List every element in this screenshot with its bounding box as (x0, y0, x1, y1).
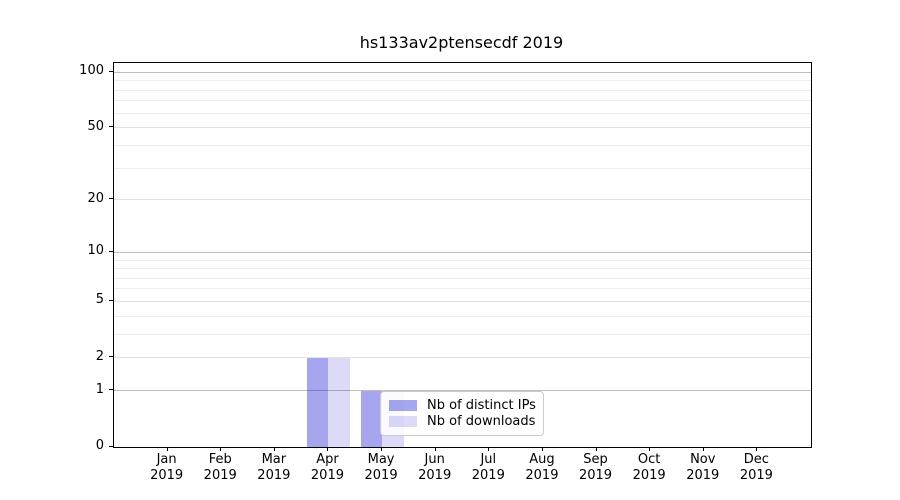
x-tick-mark (649, 447, 651, 451)
y-tick-mark (109, 126, 113, 128)
gridline-labeled (114, 357, 811, 359)
y-axis-tick-label: 10 (87, 243, 104, 259)
gridline-minor (114, 80, 811, 82)
x-tick-month: Jun (424, 452, 445, 467)
x-tick-mark (434, 447, 436, 451)
legend-entry-downloads: Nb of downloads (389, 414, 535, 429)
y-tick-mark (109, 299, 113, 301)
y-tick-mark (109, 445, 113, 447)
x-tick-month: Aug (529, 452, 555, 467)
x-axis-tick-label: Mar 2019 (246, 452, 302, 484)
x-axis-tick-label: Oct 2019 (621, 452, 677, 484)
x-axis-tick-label: Dec 2019 (728, 452, 784, 484)
y-axis-tick-label: 50 (87, 118, 104, 134)
x-axis-tick-label: Jun 2019 (407, 452, 463, 484)
y-axis-tick-label: 20 (87, 190, 104, 206)
x-axis-tick-label: Jan 2019 (139, 452, 195, 484)
x-axis-tick-label: Aug 2019 (514, 452, 570, 484)
chart-title: hs133av2ptensecdf 2019 (359, 33, 564, 52)
legend-swatch-downloads (389, 416, 417, 428)
x-tick-mark (327, 447, 329, 451)
gridline-major (114, 390, 811, 392)
gridline-labeled (114, 199, 811, 201)
x-tick-year: 2019 (739, 468, 773, 483)
x-tick-year: 2019 (203, 468, 237, 483)
bar-downloads-apr (328, 357, 350, 447)
gridline-major (114, 71, 811, 73)
x-tick-year: 2019 (471, 468, 505, 483)
x-axis-tick-label: Sep 2019 (568, 452, 624, 484)
x-axis-tick-label: Feb 2019 (192, 452, 248, 484)
x-tick-year: 2019 (632, 468, 666, 483)
x-tick-mark (541, 447, 543, 451)
x-tick-month: Oct (637, 452, 661, 467)
y-tick-mark (109, 70, 113, 72)
gridline-minor (114, 277, 811, 279)
legend: Nb of distinct IPs Nb of downloads (380, 391, 544, 436)
x-tick-mark (273, 447, 275, 451)
y-axis-tick-label: 2 (95, 348, 104, 364)
legend-label-downloads: Nb of downloads (427, 414, 536, 430)
x-tick-month: Nov (690, 452, 716, 467)
x-tick-month: Sep (583, 452, 608, 467)
x-tick-mark (702, 447, 704, 451)
y-tick-mark (109, 198, 113, 200)
y-tick-mark (109, 389, 113, 391)
gridline-labeled (114, 127, 811, 129)
gridline-minor (114, 333, 811, 335)
x-tick-month: Apr (316, 452, 339, 467)
x-axis-tick-label: May 2019 (353, 452, 409, 484)
x-tick-year: 2019 (578, 468, 613, 483)
x-tick-year: 2019 (257, 468, 291, 483)
gridline-minor (114, 259, 811, 261)
x-tick-month: Feb (208, 452, 232, 467)
x-tick-mark (488, 447, 490, 451)
gridline-major (114, 251, 811, 253)
x-tick-mark (756, 447, 758, 451)
x-tick-year: 2019 (525, 468, 559, 483)
x-tick-year: 2019 (686, 468, 720, 483)
x-axis-tick-label: Apr 2019 (299, 452, 355, 484)
gridline-minor (114, 288, 811, 290)
legend-swatch-distinct-ips (389, 399, 417, 411)
gridline-minor (114, 167, 811, 169)
y-axis-tick-label: 1 (95, 381, 104, 397)
x-tick-year: 2019 (310, 468, 344, 483)
x-axis-tick-label: Nov 2019 (675, 452, 731, 484)
y-axis-tick-label: 100 (79, 63, 104, 79)
gridline-minor (114, 315, 811, 317)
x-tick-month: Jul (480, 452, 497, 467)
x-tick-month: May (367, 452, 395, 467)
x-tick-month: Mar (261, 452, 287, 467)
x-axis-tick-label: Jul 2019 (460, 452, 516, 484)
y-tick-mark (109, 356, 113, 358)
x-tick-mark (166, 447, 168, 451)
legend-entry-distinct-ips: Nb of distinct IPs (389, 397, 536, 413)
legend-label-distinct-ips: Nb of distinct IPs (427, 397, 536, 413)
bar-distinct-ips-may (360, 390, 383, 447)
y-axis-tick-label: 0 (95, 438, 104, 453)
x-tick-month: Jan (156, 452, 177, 467)
gridline-minor (114, 100, 811, 102)
gridline-minor (114, 144, 811, 146)
x-tick-mark (381, 447, 383, 451)
x-tick-month: Dec (743, 452, 769, 467)
gridline-minor (114, 268, 811, 270)
x-tick-mark (220, 447, 222, 451)
x-tick-mark (595, 447, 597, 451)
gridline-labeled (114, 300, 811, 302)
y-axis-tick-label: 5 (95, 292, 104, 308)
gridline-minor (114, 112, 811, 114)
y-tick-mark (109, 250, 113, 252)
gridline-minor (114, 89, 811, 91)
bar-distinct-ips-apr (306, 357, 329, 447)
x-tick-year: 2019 (364, 468, 398, 483)
x-tick-year: 2019 (150, 468, 184, 483)
x-tick-year: 2019 (418, 468, 452, 483)
